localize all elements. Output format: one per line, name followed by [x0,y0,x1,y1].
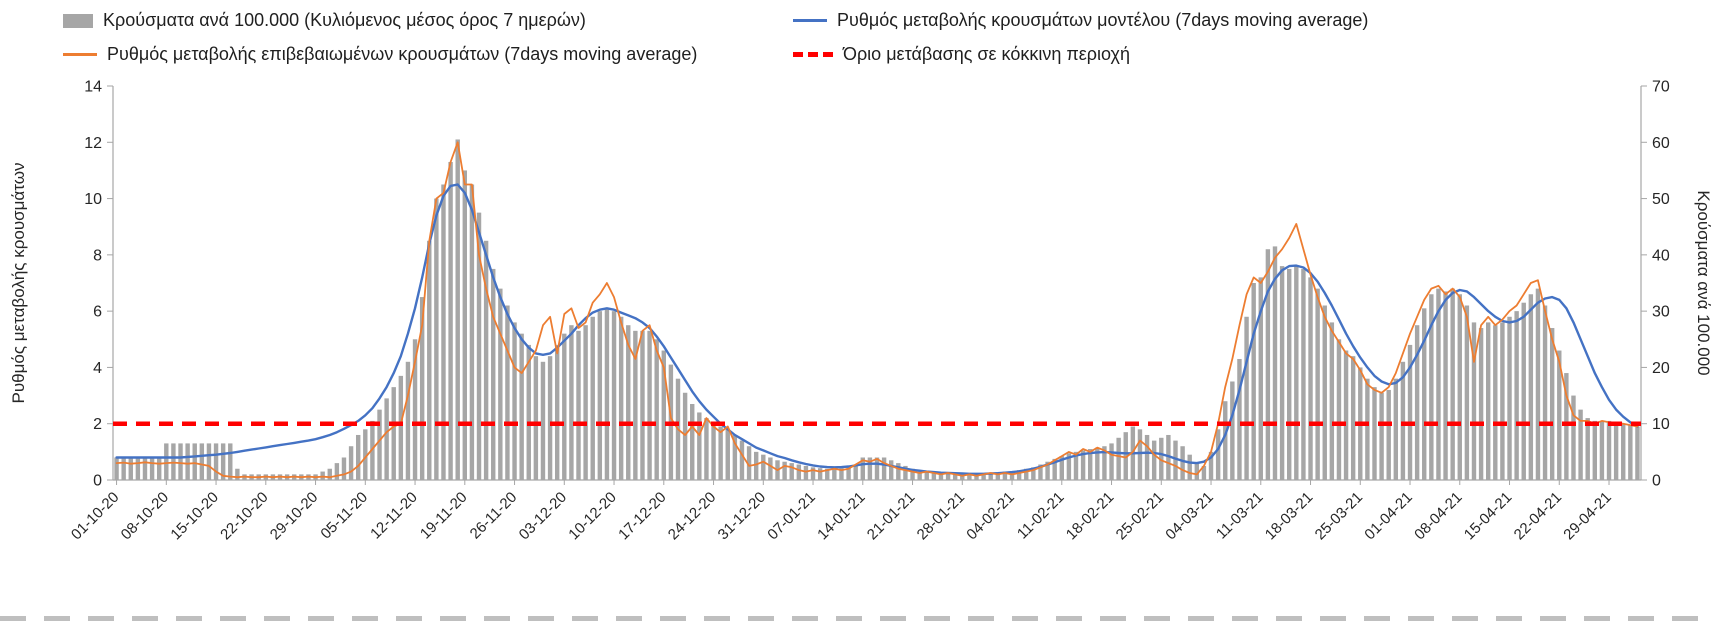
model-rate-line [115,183,1639,475]
svg-text:14-01-21: 14-01-21 [814,489,868,543]
svg-text:12-11-20: 12-11-20 [367,489,421,543]
svg-text:30: 30 [1652,304,1670,321]
legend-item-confirmed-rate: Ρυθμός μεταβολής επιβεβαιωμένων κρουσμάτ… [63,44,697,65]
svg-text:29-10-20: 29-10-20 [267,489,321,543]
x-axis-ticks: 01-10-2008-10-2015-10-2022-10-2029-10-20… [68,480,1615,543]
legend-item-red-zone-threshold: Όριο μετάβασης σε κόκκινη περιοχή [793,44,1130,65]
bar-series-swatch [63,13,93,28]
svg-text:18-02-21: 18-02-21 [1063,489,1117,543]
svg-text:08-04-21: 08-04-21 [1411,489,1465,543]
svg-text:6: 6 [93,304,102,321]
svg-text:0: 0 [93,473,102,490]
svg-text:12: 12 [84,135,102,152]
svg-text:19-11-20: 19-11-20 [417,489,471,543]
svg-text:26-11-20: 26-11-20 [467,489,521,543]
model-line-swatch [793,19,827,22]
legend-item-cases-per-100k: Κρούσματα ανά 100.000 (Κυλιόμενος μέσος … [63,10,586,31]
svg-text:8: 8 [93,247,102,264]
svg-text:25-03-21: 25-03-21 [1312,489,1366,543]
svg-text:18-03-21: 18-03-21 [1262,489,1316,543]
svg-text:05-11-20: 05-11-20 [317,489,371,543]
svg-text:22-10-20: 22-10-20 [217,489,271,543]
svg-text:08-10-20: 08-10-20 [118,489,172,543]
svg-text:21-01-21: 21-01-21 [864,489,918,543]
svg-text:01-10-20: 01-10-20 [68,489,122,543]
svg-text:29-04-21: 29-04-21 [1560,489,1614,543]
svg-text:70: 70 [1652,79,1670,96]
left-axis-ticks: 0 2 4 6 8 10 12 14 [84,79,113,490]
svg-text:2: 2 [93,416,102,433]
legend-label-red-zone-threshold: Όριο μετάβασης σε κόκκινη περιοχή [843,44,1131,64]
chart-canvas: 0 2 4 6 8 10 12 14 0 10 20 30 40 50 60 70 01-10-2008-10-… [9,79,1712,544]
svg-text:17-12-20: 17-12-20 [615,489,669,543]
svg-text:50: 50 [1652,191,1670,208]
svg-text:28-01-21: 28-01-21 [914,489,968,543]
svg-text:11-02-21: 11-02-21 [1014,489,1068,543]
svg-text:0: 0 [1652,473,1661,490]
svg-text:10-12-20: 10-12-20 [565,489,619,543]
right-axis-ticks: 0 10 20 30 40 50 60 70 [1641,79,1670,490]
legend-label-model-rate: Ρυθμός μεταβολής κρουσμάτων μοντέλου (7d… [837,10,1369,30]
svg-text:11-03-21: 11-03-21 [1213,489,1267,543]
threshold-dash-swatch [793,52,833,57]
legend-label-confirmed-rate: Ρυθμός μεταβολής επιβεβαιωμένων κρουσμάτ… [107,44,698,64]
svg-text:40: 40 [1652,247,1670,264]
svg-text:4: 4 [93,360,102,377]
legend-label-cases-per-100k: Κρούσματα ανά 100.000 (Κυλιόμενος μέσος … [103,10,586,30]
svg-text:15-10-20: 15-10-20 [167,489,221,543]
svg-text:22-04-21: 22-04-21 [1511,489,1565,543]
svg-text:24-12-20: 24-12-20 [665,489,719,543]
confirmed-rate-line [115,141,1639,479]
cropped-row-strip [0,616,1712,621]
svg-text:60: 60 [1652,135,1670,152]
svg-text:31-12-20: 31-12-20 [715,489,769,543]
right-axis-title: Κρούσματα ανά 100.000 [1694,190,1712,375]
bars-series [114,139,1640,481]
legend-item-model-rate: Ρυθμός μεταβολής κρουσμάτων μοντέλου (7d… [793,10,1368,31]
svg-text:03-12-20: 03-12-20 [516,489,570,543]
svg-text:04-02-21: 04-02-21 [963,489,1017,543]
left-axis-title: Ρυθμός μεταβολής κρουσμάτων [9,163,28,404]
svg-text:20: 20 [1652,360,1670,377]
svg-text:10: 10 [84,191,102,208]
svg-text:15-04-21: 15-04-21 [1461,489,1515,543]
svg-text:10: 10 [1652,416,1670,433]
svg-text:14: 14 [84,79,102,96]
svg-text:04-03-21: 04-03-21 [1162,489,1216,543]
confirmed-line-swatch [63,53,97,56]
svg-text:25-02-21: 25-02-21 [1113,489,1167,543]
svg-text:01-04-21: 01-04-21 [1361,489,1415,543]
svg-text:07-01-21: 07-01-21 [764,489,818,543]
